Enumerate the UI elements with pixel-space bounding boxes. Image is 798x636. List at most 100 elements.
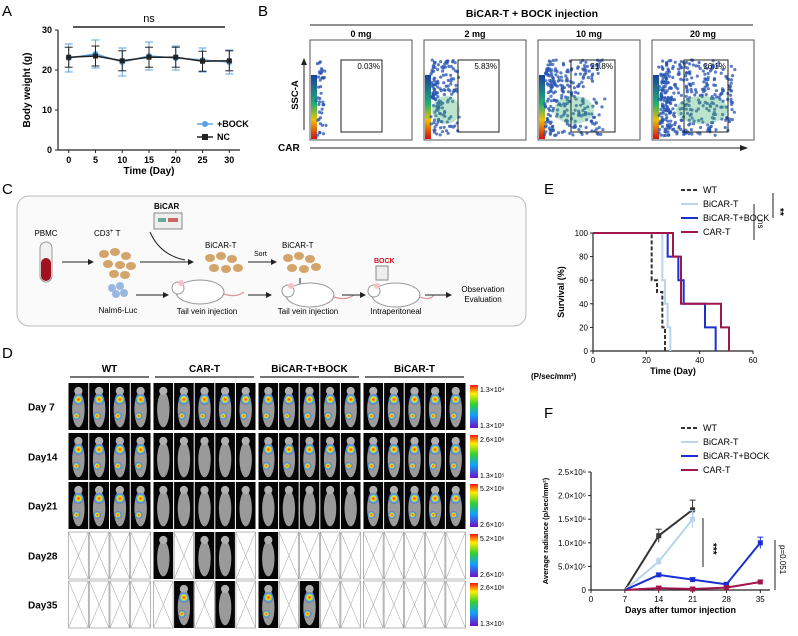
day-label: Day 7 <box>28 403 55 414</box>
bioluminescence-signal <box>323 411 333 421</box>
flow-event-dot <box>319 91 323 95</box>
bioluminescence-signal <box>408 461 417 471</box>
flow-event-dot <box>705 66 709 70</box>
bioluminescence-signal <box>114 492 126 505</box>
flow-event-dot <box>440 106 445 110</box>
empty-slot-cross <box>130 580 151 629</box>
bioluminescence-signal <box>92 510 102 520</box>
panel-a-point-nc <box>146 54 152 60</box>
mouse-head <box>179 386 189 396</box>
empty-slot-cross <box>363 580 384 629</box>
mouse-body <box>157 441 170 478</box>
bioluminescence-signal <box>113 461 123 471</box>
flow-event-dot <box>713 93 717 97</box>
flow-event-dot <box>548 121 553 126</box>
legend-label: BiCAR-T <box>703 199 739 209</box>
flow-event-dot <box>663 127 667 131</box>
panel-f-ytick-label: 5.0×10⁵ <box>558 562 586 571</box>
mouse-head <box>325 485 335 495</box>
arrowhead-mouse2-mouse3 <box>360 292 366 298</box>
flow-event-dot <box>572 86 577 90</box>
flow-event-dot <box>706 123 710 127</box>
flow-event-dot <box>666 119 670 123</box>
flow-plot-frame <box>309 39 413 141</box>
flow-event-dot <box>578 72 582 76</box>
flow-event-dot <box>683 74 688 78</box>
flow-event-dot <box>548 128 552 132</box>
flow-event-dot <box>667 133 671 137</box>
mouse-head <box>159 485 168 495</box>
mouse-head <box>410 436 419 446</box>
bioluminescence-signal <box>239 411 248 421</box>
flow-event-dot <box>721 99 725 103</box>
flow-event-dot <box>715 95 719 99</box>
flow-event-dot <box>597 113 601 117</box>
flow-event-dot <box>444 129 449 133</box>
flow-gate-percent: 26.1% <box>703 62 726 71</box>
flow-event-dot <box>584 71 588 75</box>
bioluminescence-signal <box>303 461 312 471</box>
bioluminescence-signal <box>303 591 316 604</box>
panel-a-point-nc <box>173 54 179 60</box>
bicar-plasmid <box>158 218 166 222</box>
bioluminescence-signal <box>239 393 252 406</box>
bioluminescence-signal <box>93 393 105 406</box>
flow-event-dot <box>729 78 734 82</box>
arrow-bicar-transduce <box>149 231 186 261</box>
flow-event-dot <box>324 123 328 127</box>
flow-event-dot <box>317 61 321 65</box>
flow-event-dot <box>562 129 566 133</box>
panel-e-xtick-label: 0 <box>591 356 596 365</box>
bioluminescence-signal <box>177 411 187 421</box>
flow-event-dot <box>318 70 322 74</box>
flow-event-dot <box>693 88 698 92</box>
flow-event-dot <box>691 81 695 86</box>
flow-event-dot <box>713 133 717 137</box>
flow-event-dot <box>436 85 440 89</box>
flow-event-dot <box>449 82 453 86</box>
panel-f-ytick-label: 0 <box>582 586 587 595</box>
flow-event-dot <box>546 63 550 67</box>
legend-nc-marker <box>202 134 208 140</box>
flow-event-dot <box>660 125 665 129</box>
bioluminescence-signal <box>388 492 400 505</box>
flow-event-dot <box>316 85 321 89</box>
flow-event-dot <box>658 112 663 116</box>
flow-event-dot <box>665 73 670 77</box>
flow-event-dot <box>590 112 594 116</box>
cd3-label: CD3+ T <box>94 229 121 238</box>
panel-e-ytick-label: 0 <box>584 347 589 356</box>
flow-event-dot <box>600 105 604 109</box>
flow-event-dot <box>710 94 714 99</box>
flow-event-dot <box>453 69 458 73</box>
mouse-body <box>218 441 232 478</box>
flow-event-dot <box>559 71 563 75</box>
flow-event-dot <box>594 63 599 67</box>
flow-event-dot <box>689 128 693 132</box>
mouse-head <box>264 584 273 594</box>
flow-plot-frame <box>537 39 641 141</box>
flow-event-dot <box>431 66 435 70</box>
mouse-body <box>157 490 170 527</box>
radiance-colorbar <box>470 583 478 626</box>
mouse-head <box>305 386 314 396</box>
survival-curve <box>593 232 730 351</box>
flow-event-dot <box>439 75 443 79</box>
ssc-axis-arrowhead <box>301 58 307 65</box>
flow-event-dot <box>601 127 605 132</box>
flow-event-dot <box>689 87 693 92</box>
mouse-head <box>220 535 230 545</box>
panel-label-a: A <box>2 3 12 20</box>
flow-event-dot <box>657 88 662 92</box>
flow-event-dot <box>556 131 561 135</box>
mouse-body <box>323 490 337 527</box>
flow-event-dot <box>703 85 707 89</box>
radiance-unit-label: (P/sec/mm²) <box>531 372 577 381</box>
mouse-head <box>430 386 440 396</box>
flow-event-dot <box>584 60 588 64</box>
flow-event-dot <box>321 132 326 136</box>
flow-event-dot <box>442 92 446 97</box>
colorbar-min-label: 1.3×10³ <box>480 423 505 430</box>
flow-event-dot <box>432 87 436 91</box>
flow-event-dot <box>677 124 681 128</box>
